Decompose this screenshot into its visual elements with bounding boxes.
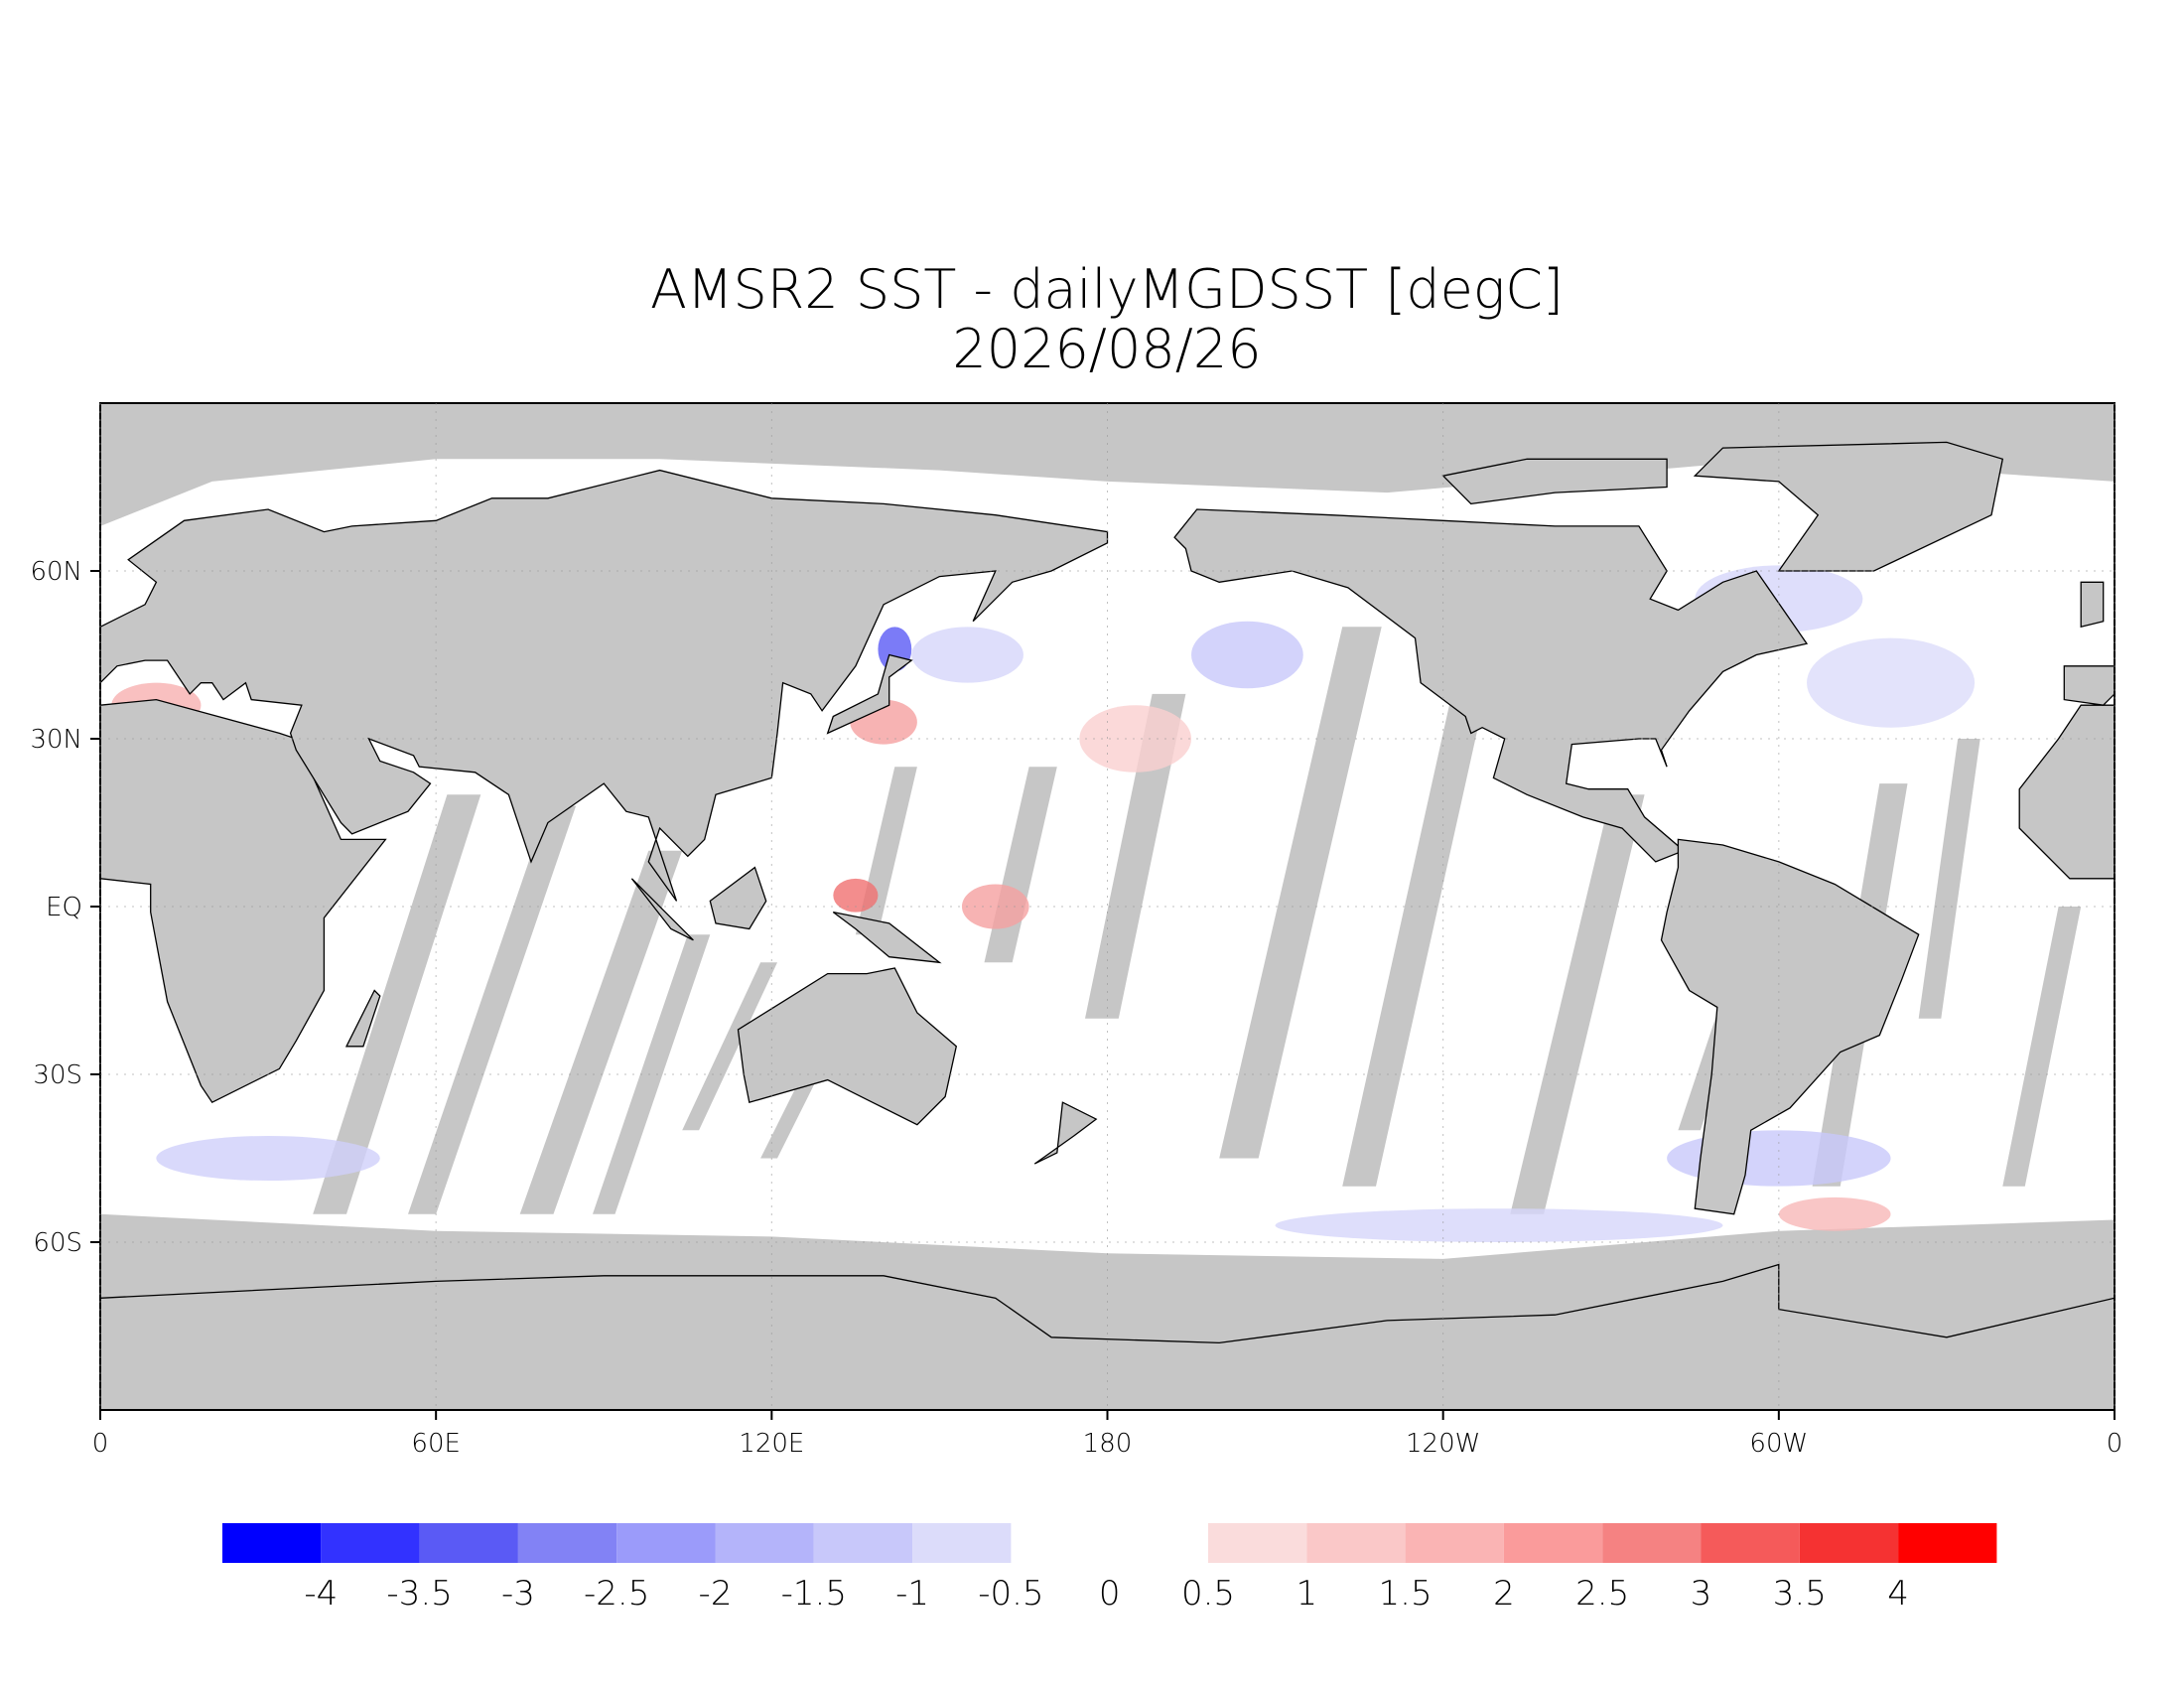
y-tick-label: EQ [46, 893, 82, 922]
land [344, 989, 381, 1048]
y-tick-label: 60N [30, 557, 82, 587]
colorbar-box [1306, 1523, 1406, 1563]
colorbar-label: 4 [1887, 1574, 1909, 1614]
land [709, 866, 767, 930]
x-tick-label: 120E [739, 1429, 804, 1459]
y-tick-label: 30N [30, 725, 82, 755]
colorbar: -4 -3.5 -3 -2.5 -2 -1.5 -1 -0.5 0 0.5 1 1.5 2 2.5 3 3.5… [222, 1523, 1997, 1614]
colorbar-label: -2 [699, 1574, 733, 1614]
anomaly-patch [1778, 1196, 1891, 1231]
anomaly-patch [833, 878, 879, 913]
x-tick-label: 180 [1083, 1429, 1133, 1459]
swath-gap [682, 962, 777, 1131]
colorbar-box [1898, 1523, 1997, 1563]
land [2018, 704, 2116, 880]
x-tick-label: 0 [92, 1429, 109, 1459]
swath-gap [2002, 907, 2082, 1187]
colorbar-label: 3.5 [1773, 1574, 1827, 1614]
anomaly-patch [1275, 1208, 1723, 1242]
colorbar-label: 0 [1099, 1574, 1121, 1614]
x-tick-label: 0 [2107, 1429, 2123, 1459]
x-tick-label: 60W [1749, 1429, 1808, 1459]
land [737, 967, 958, 1126]
colorbar-label: 1.5 [1379, 1574, 1433, 1614]
land [1173, 508, 1809, 863]
colorbar-label: -2.5 [584, 1574, 649, 1614]
anomaly-patch [1807, 637, 1976, 728]
swath-gap [1085, 693, 1186, 1019]
colorbar-box [1799, 1523, 1899, 1563]
swath-gap [1510, 794, 1645, 1214]
colorbar-label: -3 [501, 1574, 535, 1614]
land [1033, 1101, 1098, 1165]
land [99, 698, 387, 1104]
colorbar-box [321, 1523, 420, 1563]
y-tick-label: 60S [33, 1228, 82, 1258]
colorbar-box [419, 1523, 518, 1563]
land [832, 911, 942, 964]
x-tick-label: 120W [1406, 1429, 1480, 1459]
land [630, 878, 694, 941]
swath-gap [313, 794, 481, 1214]
anomaly-patch [156, 1135, 380, 1182]
y-tick-label: 30S [33, 1060, 82, 1090]
swath-gap [1219, 627, 1382, 1159]
swath-gap [408, 805, 577, 1214]
swath-gap [593, 934, 711, 1214]
colorbar-box [616, 1523, 716, 1563]
land [2063, 665, 2116, 706]
subtitle: 2026/08/26 [952, 318, 1261, 380]
colorbar-box [1503, 1523, 1603, 1563]
colorbar-box [517, 1523, 617, 1563]
colorbar-label: 2 [1493, 1574, 1515, 1614]
colorbar-label: -1 [895, 1574, 929, 1614]
x-tick-label: 60E [411, 1429, 461, 1459]
swath-gap [1918, 739, 1980, 1019]
colorbar-label: -4 [304, 1574, 338, 1614]
land [1693, 441, 2004, 572]
colorbar-box [222, 1523, 322, 1563]
colorbar-label: -1.5 [781, 1574, 847, 1614]
colorbar-label: -3.5 [386, 1574, 452, 1614]
colorbar-label: 3 [1691, 1574, 1712, 1614]
land [826, 653, 913, 735]
swath-gap [519, 850, 683, 1214]
anomaly-patch [961, 884, 1029, 929]
title: AMSR2 SST - dailyMGDSST [degC] [650, 258, 1564, 321]
colorbar-label: 1 [1296, 1574, 1317, 1614]
anomaly-patch [911, 627, 1024, 683]
colorbar-box [1701, 1523, 1800, 1563]
land [99, 469, 1109, 902]
colorbar-box [813, 1523, 913, 1563]
colorbar-box [715, 1523, 814, 1563]
anomaly-patch [1191, 621, 1303, 689]
colorbar-label: 2.5 [1575, 1574, 1629, 1614]
land [2080, 581, 2105, 629]
colorbar-box [1602, 1523, 1702, 1563]
colorbar-label: 0.5 [1181, 1574, 1235, 1614]
colorbar-box [1405, 1523, 1504, 1563]
colorbar-label: -0.5 [978, 1574, 1043, 1614]
anomaly-patch [1079, 705, 1192, 773]
colorbar-box [912, 1523, 1012, 1563]
land [1660, 838, 1920, 1215]
map: 0 60E 120E 180 120W 60W 0 60N 30N EQ 30S 60S [30, 402, 2123, 1459]
colorbar-box [1208, 1523, 1307, 1563]
swath-gap [1342, 682, 1488, 1187]
